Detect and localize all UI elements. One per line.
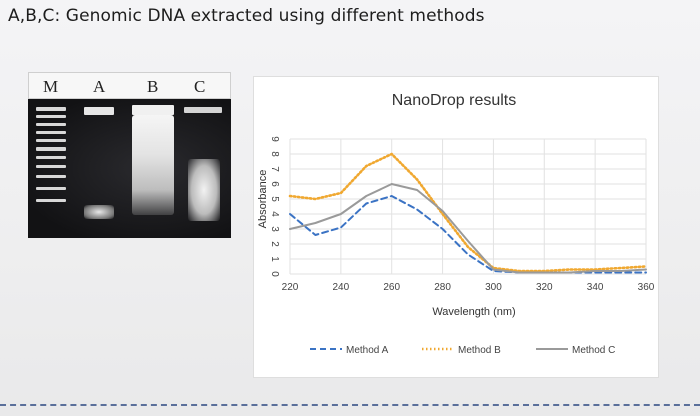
gel-image-panel: M A B C <box>28 72 231 238</box>
legend-label: Method A <box>346 345 389 356</box>
y-axis-ticks: 0 1 2 3 4 5 6 7 8 9 <box>269 136 280 277</box>
x-axis-ticks: 220 240 260 280 300 320 340 360 <box>282 282 655 293</box>
series-line-method-a <box>289 195 647 274</box>
x-axis-label: Wavelength (nm) <box>432 306 515 318</box>
chart-gridlines <box>289 138 647 275</box>
chart-legend: Method A Method B Method C <box>310 345 615 356</box>
chart-series <box>288 152 648 274</box>
lane-a-well <box>84 107 114 115</box>
bottom-dashed-rule <box>0 404 700 406</box>
y-tick-label: 2 <box>269 241 280 247</box>
y-tick-label: 1 <box>269 256 280 262</box>
lane-a-low-band <box>84 205 114 219</box>
x-tick-label: 240 <box>333 282 350 293</box>
x-tick-label: 260 <box>383 282 400 293</box>
x-tick-label: 220 <box>282 282 299 293</box>
ladder-band <box>36 199 66 202</box>
y-tick-label: 5 <box>269 196 280 202</box>
series-line-method-c <box>289 183 647 274</box>
ladder-band <box>36 156 66 159</box>
y-tick-label: 7 <box>269 166 280 172</box>
gel-photo <box>28 99 231 238</box>
ladder-band <box>36 139 66 142</box>
ladder-band <box>36 131 66 134</box>
ladder-band <box>36 187 66 190</box>
y-tick-label: 6 <box>269 181 280 187</box>
lane-c-smear <box>188 159 220 221</box>
x-tick-label: 360 <box>638 282 655 293</box>
y-tick-label: 9 <box>269 136 280 142</box>
legend-label: Method C <box>572 345 615 356</box>
legend-label: Method B <box>458 345 501 356</box>
x-tick-label: 280 <box>434 282 451 293</box>
series-line-method-b <box>288 152 648 273</box>
lane-b-smear <box>132 115 174 215</box>
lane-label-c: C <box>194 77 206 96</box>
page-heading: A,B,C: Genomic DNA extracted using diffe… <box>8 6 485 26</box>
y-tick-label: 0 <box>269 271 280 277</box>
ladder-band <box>36 175 66 178</box>
gel-lane-labels: M A B C <box>28 72 231 99</box>
lane-b-well <box>132 105 174 115</box>
ladder-band <box>36 115 66 118</box>
ladder-band <box>36 107 66 111</box>
y-tick-label: 3 <box>269 226 280 232</box>
x-tick-label: 320 <box>536 282 553 293</box>
lane-label-a: A <box>93 77 106 96</box>
y-axis-label: Absorbance <box>257 170 269 229</box>
lane-label-b: B <box>147 77 159 96</box>
lane-c-well <box>184 107 222 113</box>
ladder-band <box>36 147 66 151</box>
lane-label-m: M <box>43 77 59 96</box>
ladder-band <box>36 123 66 126</box>
y-tick-label: 8 <box>269 151 280 157</box>
nanodrop-chart: NanoDrop results 0 1 2 3 4 5 6 7 8 9 220 240 260 280… <box>257 92 655 356</box>
x-tick-label: 300 <box>485 282 502 293</box>
ladder-band <box>36 165 66 168</box>
x-tick-label: 340 <box>587 282 604 293</box>
chart-title: NanoDrop results <box>392 92 517 109</box>
nanodrop-chart-panel: NanoDrop results 0 1 2 3 4 5 6 7 8 9 220 240 260 280… <box>253 76 659 378</box>
y-tick-label: 4 <box>269 211 280 217</box>
